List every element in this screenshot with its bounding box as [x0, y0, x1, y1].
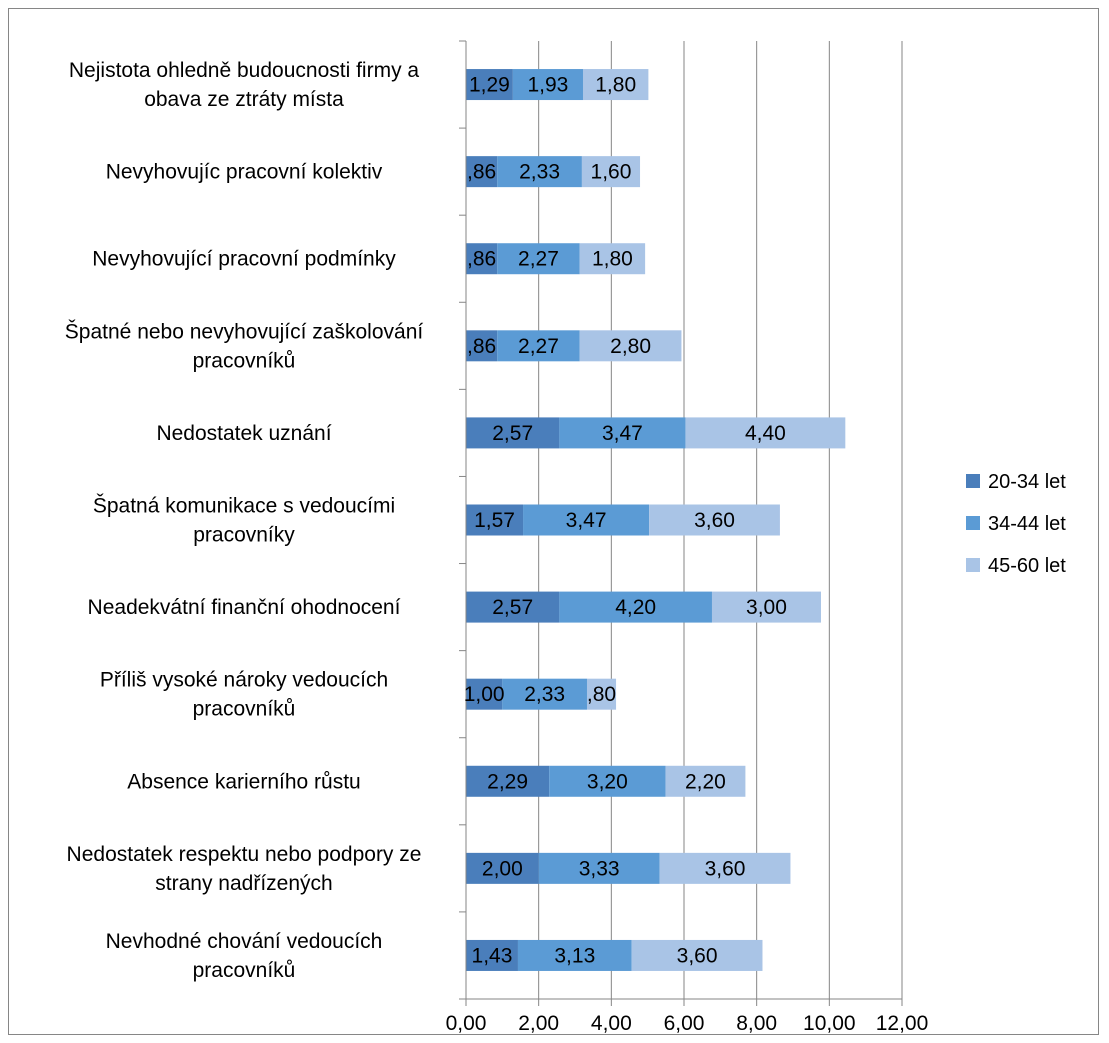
legend-swatch [966, 516, 980, 530]
data-label: 3,00 [746, 596, 787, 619]
bar-segment [466, 504, 524, 536]
legend-swatch [966, 474, 980, 488]
legend-swatch [966, 558, 980, 572]
data-label: ,86 [467, 248, 496, 271]
bar-segment [538, 852, 660, 884]
data-label: 4,20 [615, 596, 656, 619]
legend: 20-34 let 34-44 let 45-60 let [966, 471, 1066, 577]
bar-segment [466, 243, 498, 275]
data-label: 2,57 [492, 422, 533, 445]
category-label: Neadekvátní finanční ohodnocení [88, 596, 401, 619]
data-label: 3,13 [554, 944, 595, 967]
category-labels: Nejistota ohledně budoucnosti firmy a oba… [65, 59, 424, 982]
bar-segment [579, 330, 682, 362]
x-tick-label: 0,00 [446, 1012, 487, 1035]
bar-segment [523, 504, 650, 536]
bar-segment [466, 330, 498, 362]
x-tick-labels: 0,00 2,00 4,00 6,00 8,00 10,00 12,00 [446, 1012, 929, 1035]
data-label: 3,60 [677, 944, 718, 967]
data-label: ,86 [467, 335, 496, 358]
bar-segment [466, 852, 539, 884]
bar-segment [512, 69, 583, 101]
bar-segment [665, 765, 746, 797]
data-label: 1,43 [472, 944, 513, 967]
bar-segment [711, 591, 821, 623]
legend-label: 34-44 let [988, 513, 1066, 535]
data-label: 1,80 [595, 74, 636, 97]
category-label: Špatné nebo nevyhovující zaškolování prac… [65, 320, 424, 372]
category-label: Příliš vysoké nároky vedoucích pracovníků [100, 669, 388, 721]
axes [459, 40, 903, 1006]
bar-segment [649, 504, 780, 536]
bar-segment [497, 330, 580, 362]
category-label: Nevhodné chování vedoucích pracovníků [106, 930, 383, 982]
bar-segment [559, 417, 686, 449]
data-label: 3,47 [602, 422, 643, 445]
bar-segment [517, 939, 632, 971]
legend-label: 45-60 let [988, 555, 1066, 577]
data-label: 2,00 [482, 857, 523, 880]
bar-segment [659, 852, 791, 884]
bar-segment [466, 156, 498, 188]
data-label: 1,57 [474, 509, 515, 532]
stacked-bar-chart: Nejistota ohledně budoucnosti firmy a oba… [65, 40, 1066, 1035]
data-label: ,86 [467, 161, 496, 184]
data-label: 3,47 [566, 509, 607, 532]
bar-segment [581, 156, 641, 188]
data-label: 1,29 [469, 74, 510, 97]
data-label: 2,27 [518, 335, 559, 358]
data-label: 1,93 [527, 74, 568, 97]
data-label: 2,20 [685, 770, 726, 793]
data-label: 4,40 [745, 422, 786, 445]
category-label: Absence karierního růstu [127, 770, 360, 793]
data-label: 2,80 [610, 335, 651, 358]
data-label: ,80 [587, 683, 616, 706]
bars [466, 69, 846, 971]
bar-segment [549, 765, 666, 797]
legend-label: 20-34 let [988, 471, 1066, 493]
data-label: 3,33 [579, 857, 620, 880]
x-tick-label: 8,00 [736, 1012, 777, 1035]
bar-segment [685, 417, 846, 449]
category-label: Nevyhovujíc pracovní kolektiv [106, 161, 383, 184]
bar-segment [502, 678, 587, 710]
bar-segment [466, 417, 560, 449]
bar-segment [466, 678, 503, 710]
bar-segment [559, 591, 712, 623]
x-tick-label: 2,00 [518, 1012, 559, 1035]
data-label: 2,33 [519, 161, 560, 184]
data-label: 3,60 [694, 509, 735, 532]
bar-segment [579, 243, 646, 275]
category-label: Nedostatek uznání [156, 422, 331, 445]
data-label: 1,80 [592, 248, 633, 271]
category-label: Nejistota ohledně budoucnosti firmy a oba… [69, 59, 420, 111]
data-label: 1,00 [464, 683, 505, 706]
bar-segment [631, 939, 763, 971]
x-tick-label: 10,00 [803, 1012, 856, 1035]
bar-segment [466, 69, 513, 101]
bar-segment [466, 939, 518, 971]
category-label: Nedostatek respektu nebo podpory ze stran… [67, 843, 422, 895]
bar-segment [497, 156, 582, 188]
data-label: 2,29 [487, 770, 528, 793]
chart-frame: Nejistota ohledně budoucnosti firmy a oba… [8, 8, 1099, 1035]
x-tick-label: 4,00 [591, 1012, 632, 1035]
category-label: Špatná komunikace s vedoucími pracovníky [93, 495, 395, 547]
data-label: 2,57 [492, 596, 533, 619]
data-label: 3,60 [705, 857, 746, 880]
x-tick-label: 6,00 [664, 1012, 705, 1035]
data-label: 1,60 [591, 161, 632, 184]
data-labels: 1,29 1,93 1,80 ,86 2,33 1,60 ,86 2,27 1,80 ,86 2,2… [464, 74, 787, 968]
data-label: 2,33 [524, 683, 565, 706]
bar-segment [497, 243, 580, 275]
data-label: 2,27 [518, 248, 559, 271]
data-label: 3,20 [587, 770, 628, 793]
bar-segment [586, 678, 617, 710]
x-tick-label: 12,00 [876, 1012, 929, 1035]
bar-segment [466, 591, 560, 623]
bar-segment [582, 69, 649, 101]
bar-segment [466, 765, 550, 797]
category-label: Nevyhovující pracovní podmínky [92, 248, 396, 271]
